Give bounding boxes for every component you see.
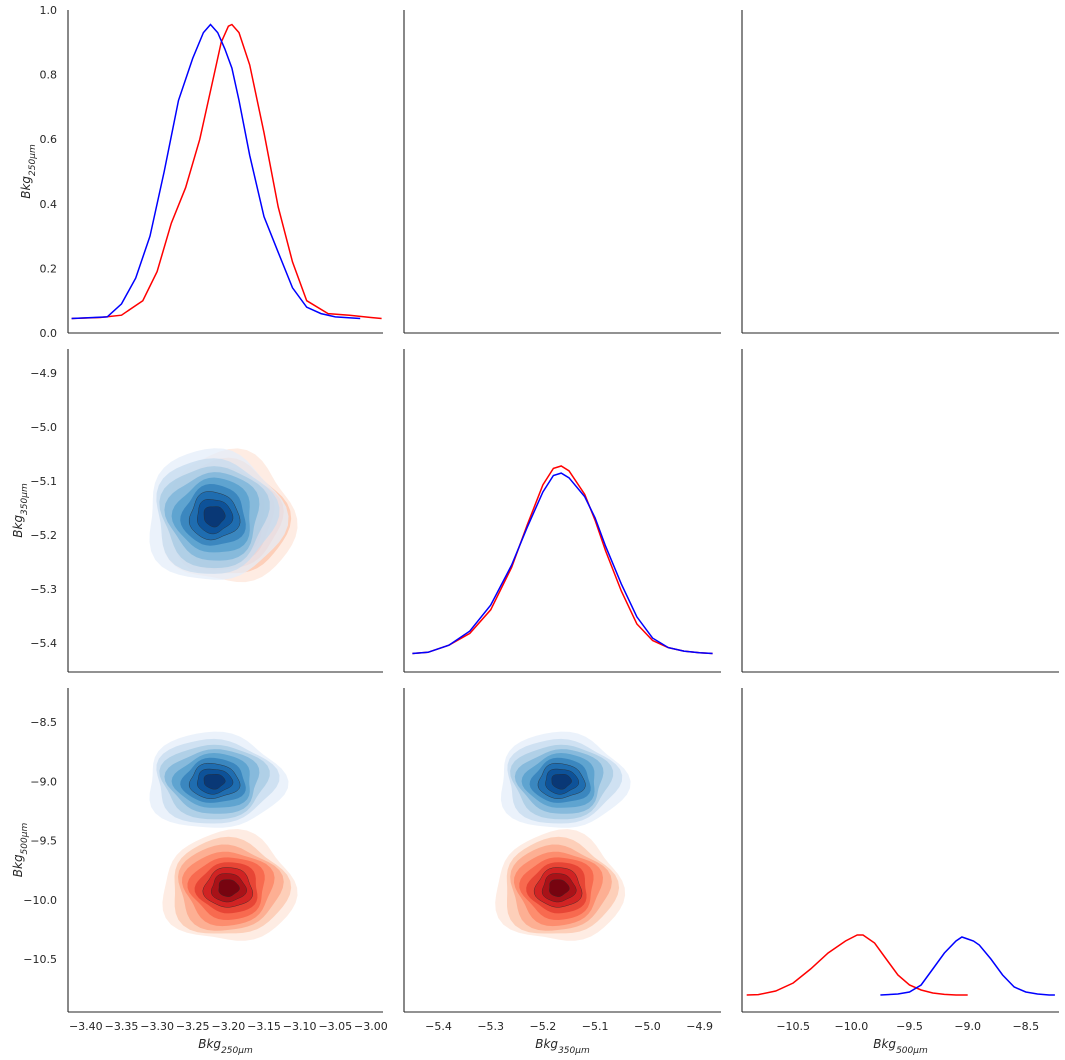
kde-contour-blues-8 — [551, 774, 572, 790]
diag-panel-0 — [71, 23, 382, 320]
x-tick-label: −5.2 — [530, 1020, 557, 1033]
y-tick-label: −5.2 — [30, 529, 57, 542]
kde-line — [71, 23, 382, 320]
x-tick-label: −5.0 — [634, 1020, 661, 1033]
x-tick-label: −9.0 — [954, 1020, 981, 1033]
x-tick-label: −5.4 — [425, 1020, 452, 1033]
y-tick-label: 0.0 — [40, 327, 58, 340]
y-tick-label: 0.4 — [40, 198, 58, 211]
y-tick-label: −8.5 — [30, 716, 57, 729]
x-tick-label: −5.3 — [477, 1020, 504, 1033]
x-tick-label: −5.1 — [582, 1020, 609, 1033]
y-axis-label: Bkg500μm — [11, 823, 30, 878]
x-tick-label: −10.5 — [776, 1020, 810, 1033]
x-tick-label: −4.9 — [686, 1020, 713, 1033]
kde-panel-2-0 — [149, 731, 298, 941]
y-tick-label: −5.4 — [30, 637, 57, 650]
y-axis-label: Bkg250μm — [19, 144, 38, 199]
y-tick-label: 0.6 — [40, 133, 58, 146]
x-tick-label: −3.10 — [283, 1020, 317, 1033]
y-tick-label: −5.1 — [30, 475, 57, 488]
y-tick-label: −5.3 — [30, 583, 57, 596]
x-tick-label: −3.05 — [318, 1020, 352, 1033]
kde-contour-reds-8 — [549, 879, 570, 897]
x-tick-label: −3.20 — [212, 1020, 246, 1033]
y-tick-label: −5.0 — [30, 421, 57, 434]
y-tick-label: −4.9 — [30, 367, 57, 380]
x-axis-label: Bkg250μm — [198, 1037, 253, 1056]
x-axis-label: Bkg500μm — [873, 1037, 928, 1056]
kde-panel-2-1 — [495, 731, 631, 941]
diag-panel-1 — [412, 465, 713, 655]
y-tick-label: 1.0 — [40, 4, 58, 17]
y-tick-label: −9.5 — [30, 835, 57, 848]
y-tick-label: 0.8 — [40, 69, 58, 82]
kde-line — [412, 465, 713, 655]
y-tick-label: −10.5 — [23, 953, 57, 966]
y-axis-label: Bkg350μm — [11, 483, 30, 538]
x-tick-label: −3.30 — [140, 1020, 174, 1033]
x-tick-label: −8.5 — [1012, 1020, 1039, 1033]
x-tick-label: −3.40 — [69, 1020, 103, 1033]
y-tick-label: 0.2 — [40, 262, 58, 275]
x-tick-label: −10.0 — [835, 1020, 869, 1033]
kde-contour-blues-8 — [203, 506, 226, 528]
x-tick-label: −9.5 — [896, 1020, 923, 1033]
kde-line — [71, 23, 361, 320]
y-tick-label: −10.0 — [23, 894, 57, 907]
x-tick-label: −3.25 — [176, 1020, 210, 1033]
kde-line — [746, 934, 968, 996]
kde-line — [880, 936, 1055, 996]
x-tick-label: −3.00 — [354, 1020, 388, 1033]
y-tick-label: −9.0 — [30, 775, 57, 788]
kde-contour-blues-8 — [203, 774, 226, 790]
kde-panel-1-0 — [149, 448, 298, 583]
kde-contour-reds-8 — [218, 879, 240, 897]
x-axis-label: Bkg350μm — [535, 1037, 590, 1056]
x-tick-label: −3.35 — [105, 1020, 139, 1033]
x-tick-label: −3.15 — [247, 1020, 281, 1033]
diag-panel-2 — [746, 934, 1055, 996]
kde-line — [412, 472, 713, 655]
